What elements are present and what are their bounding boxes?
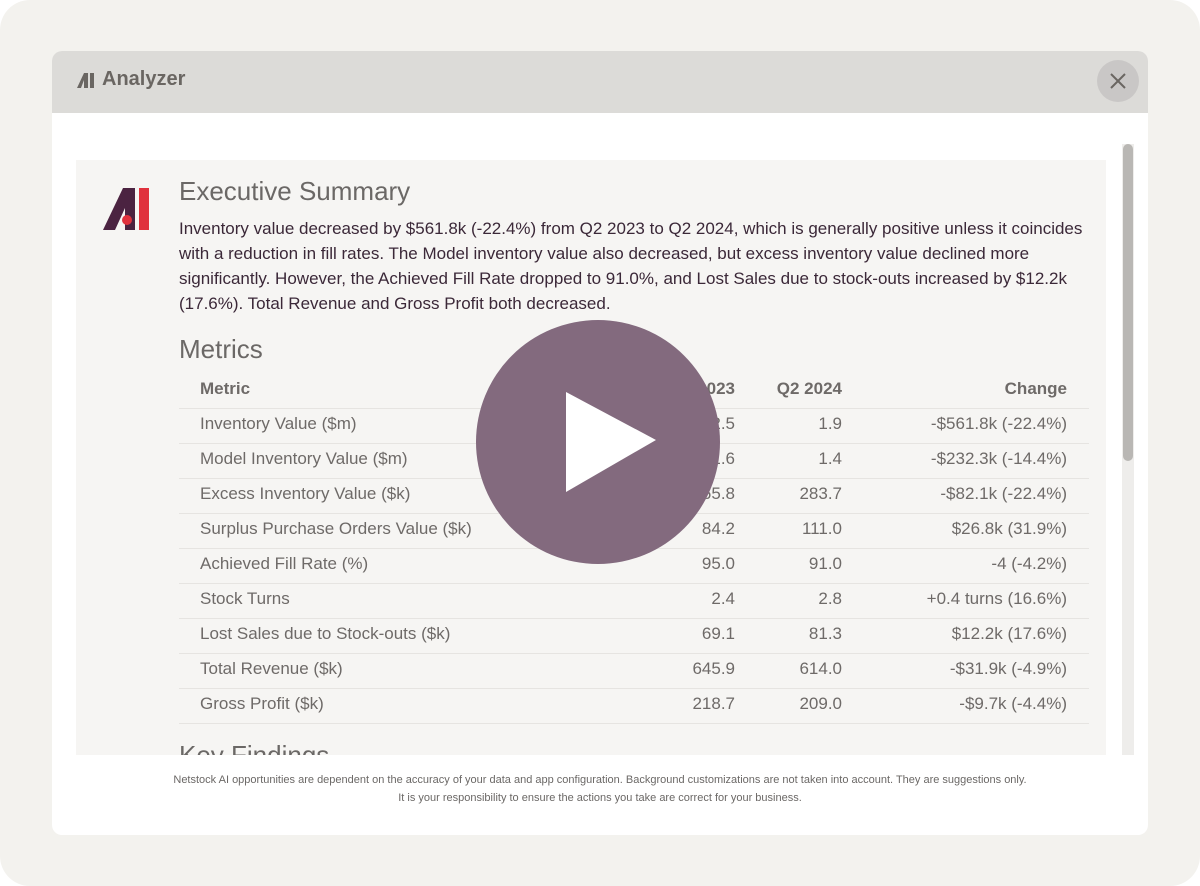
metric-value: 1.9 [818, 414, 842, 433]
disclaimer-line: It is your responsibility to ensure the … [398, 792, 802, 804]
summary-title: Executive Summary [179, 176, 411, 206]
metric-name: Inventory Value ($m) [200, 414, 357, 433]
metric-value: 614.0 [799, 659, 842, 678]
metric-value: 69.1 [701, 624, 735, 643]
metric-name: Excess Inventory Value ($k) [200, 484, 411, 503]
row-divider [179, 723, 1089, 724]
metric-value: 2.4 [711, 589, 735, 608]
ai-logo [103, 188, 149, 230]
metric-value: $12.2k (17.6%) [951, 624, 1067, 643]
row-divider [179, 688, 1089, 689]
disclaimer-line: Netstock AI opportunities are dependent … [173, 774, 1027, 786]
metric-value: +0.4 turns (16.6%) [926, 589, 1067, 608]
metric-value: 81.3 [808, 624, 842, 643]
close-button[interactable] [1096, 60, 1140, 104]
metric-value: 209.0 [799, 694, 842, 713]
metric-value: 84.2 [701, 519, 735, 538]
scrollbar-thumb[interactable] [1123, 144, 1133, 461]
metric-value: 283.7 [799, 484, 842, 503]
header-title: Analyzer [102, 68, 186, 90]
metrics-title: Metrics [179, 334, 263, 364]
modal-header: Analyzer [52, 51, 1148, 113]
metric-value: -$82.1k (-22.4%) [940, 484, 1067, 503]
metric-name: Surplus Purchase Orders Value ($k) [200, 519, 472, 538]
metric-name: Model Inventory Value ($m) [200, 449, 408, 468]
metric-value: 95.0 [701, 554, 735, 573]
metric-value: -$31.9k (-4.9%) [949, 659, 1067, 678]
metric-name: Lost Sales due to Stock-outs ($k) [200, 624, 451, 643]
metric-name: Gross Profit ($k) [200, 694, 324, 713]
metric-value: -4 (-4.2%) [991, 554, 1067, 573]
summary-text: Inventory value decreased by $561.8k (-2… [179, 219, 1083, 313]
metric-value: 218.7 [692, 694, 735, 713]
metric-value: -$561.8k (-22.4%) [930, 414, 1067, 433]
row-divider [179, 583, 1089, 584]
metric-name: Total Revenue ($k) [200, 659, 343, 678]
row-divider [179, 618, 1089, 619]
play-button[interactable] [476, 320, 720, 564]
header-logo [77, 73, 94, 88]
metric-value: 2.8 [818, 589, 842, 608]
metric-value: -$9.7k (-4.4%) [959, 694, 1067, 713]
metric-value: -$232.3k (-14.4%) [930, 449, 1067, 468]
column-header: Change [1004, 379, 1067, 398]
metric-name: Achieved Fill Rate (%) [200, 554, 369, 573]
section-title: Key Findings [179, 740, 330, 755]
metric-value: 91.0 [808, 554, 842, 573]
column-header: Metric [200, 379, 251, 398]
metric-value: 645.9 [692, 659, 735, 678]
metric-value: 111.0 [801, 519, 842, 538]
metric-value: 1.4 [818, 449, 842, 468]
row-divider [179, 653, 1089, 654]
disclaimer: Netstock AI opportunities are dependent … [52, 771, 1148, 807]
column-header: Q2 2024 [776, 379, 842, 398]
metric-value: $26.8k (31.9%) [951, 519, 1067, 538]
metric-name: Stock Turns [200, 589, 290, 608]
